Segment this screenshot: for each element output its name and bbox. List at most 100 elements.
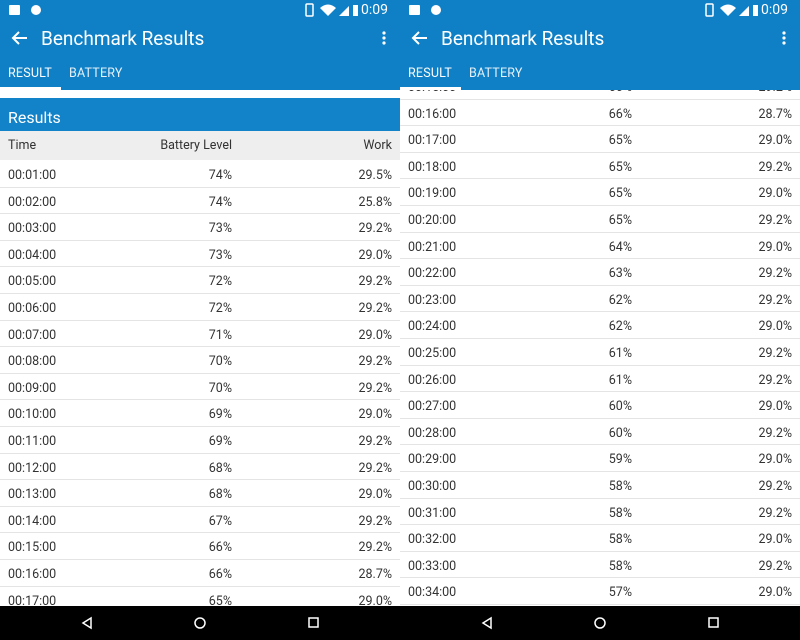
table-row: 00:16:00 66% 28.7% — [0, 560, 400, 587]
table-cell: 29.2% — [758, 159, 792, 175]
table-cell: 29.2% — [758, 505, 792, 521]
table-cell: 66% — [208, 540, 232, 556]
app-bar: 0:09 Benchmark Results RESULT BATTERY — [400, 0, 800, 90]
table-cell: 28.7% — [758, 106, 792, 122]
tab[interactable]: RESULT — [408, 66, 453, 81]
table-cell: 00:02:00 — [8, 194, 57, 210]
table-cell: 73% — [208, 221, 232, 237]
table-row: 00:24:00 62% 29.0% — [400, 312, 800, 339]
table-cell: 71% — [208, 327, 232, 343]
table-cell: 00:25:00 — [408, 346, 457, 361]
table-cell: 00:01:00 — [8, 168, 57, 183]
table-cell: 65% — [608, 133, 632, 149]
table-cell: 68% — [208, 487, 232, 503]
table-cell: 29.0% — [758, 186, 792, 202]
table-row: 00:16:00 66% 28.7% — [400, 100, 800, 127]
table-row: 00:01:00 74% 29.5% — [0, 161, 400, 188]
back-button[interactable] — [11, 30, 29, 46]
app-bar: 0:09 Benchmark Results RESULT BATTERY — [0, 0, 400, 90]
menu-button[interactable] — [381, 30, 387, 46]
app-title: Benchmark Results — [41, 27, 205, 50]
table-row: 00:09:00 70% 29.2% — [0, 374, 400, 401]
table-cell: 00:15:00 — [8, 540, 57, 556]
table-cell: 00:07:00 — [8, 327, 57, 343]
table-row: 00:17:00 65% 29.0% — [0, 587, 400, 606]
table-cell: 00:21:00 — [408, 239, 457, 255]
table-cell: 00:28:00 — [408, 425, 457, 441]
table-cell: 69% — [208, 434, 232, 449]
table-cell: 58% — [608, 558, 632, 574]
table-cell: 65% — [208, 593, 232, 606]
table-row: 00:25:00 61% 29.2% — [400, 339, 800, 366]
table-row: 00:20:00 65% 29.2% — [400, 206, 800, 233]
table-cell: 29.0% — [358, 593, 392, 606]
table-cell: 65% — [608, 186, 632, 202]
table-cell: 00:29:00 — [408, 452, 457, 468]
table-cell: 70% — [208, 380, 232, 396]
table-cell: 73% — [208, 247, 232, 263]
table-cell: 00:09:00 — [8, 380, 57, 396]
table-cell: 66% — [609, 90, 632, 95]
table-row: 00:31:00 58% 29.2% — [400, 499, 800, 526]
table-row: 00:08:00 70% 29.2% — [0, 347, 400, 374]
table-row: 00:19:00 65% 29.0% — [400, 179, 800, 206]
table-cell: 60% — [608, 399, 632, 415]
table-cell: 61% — [608, 346, 632, 361]
table-cell: 62% — [608, 319, 632, 335]
table-cell: 00:08:00 — [8, 354, 57, 370]
table-cell: 65% — [608, 159, 632, 175]
table-cell: 66% — [208, 567, 232, 582]
back-button[interactable] — [411, 30, 429, 46]
table-cell: 00:31:00 — [408, 505, 457, 521]
table-cell: 00:14:00 — [8, 513, 57, 529]
table-row: 00:21:00 64% 29.0% — [400, 233, 800, 260]
tab[interactable]: BATTERY — [69, 66, 123, 81]
nav-bar — [0, 606, 400, 640]
table-cell: 29.0% — [358, 407, 392, 423]
table-cell: 72% — [208, 274, 232, 290]
table-cell: 00:04:00 — [8, 247, 57, 263]
table-cell: 00:06:00 — [8, 301, 57, 316]
table-row: 00:23:00 62% 29.2% — [400, 286, 800, 313]
tab[interactable]: RESULT — [8, 66, 53, 81]
table-cell: 29.2% — [358, 274, 392, 290]
table-cell: 57% — [608, 585, 632, 601]
table-cell: 29.2% — [358, 460, 392, 476]
table-cell: 00:15:00 — [408, 90, 456, 95]
table-cell: 29.0% — [758, 319, 792, 335]
table-row: 00:06:00 72% 29.2% — [0, 294, 400, 321]
table-cell: 74% — [208, 168, 232, 183]
table-row: 00:27:00 60% 29.0% — [400, 392, 800, 419]
table-cell: 63% — [608, 266, 632, 282]
table-cell: 65% — [608, 213, 632, 228]
table-row: 00:07:00 71% 29.0% — [0, 321, 400, 348]
column-header: Time — [8, 138, 37, 153]
table-row: 00:13:00 68% 29.0% — [0, 480, 400, 507]
table-cell: 29.2% — [358, 540, 392, 556]
tab-indicator — [400, 87, 461, 90]
table-cell: 00:10:00 — [8, 407, 57, 423]
table-row: 00:18:00 65% 29.2% — [400, 153, 800, 180]
table-cell: 29.2% — [758, 213, 792, 228]
table-cell: 00:03:00 — [8, 221, 57, 237]
table-row: 00:10:00 69% 29.0% — [0, 400, 400, 427]
table-cell: 29.0% — [758, 399, 792, 415]
table-row: 00:05:00 72% 29.2% — [0, 267, 400, 294]
table-body: 00:01:00 74% 29.5% 00:02:00 74% 25.8% 00:03:00… — [0, 161, 400, 606]
table-cell: 29.0% — [358, 487, 392, 503]
menu-button[interactable] — [781, 30, 787, 46]
table-cell: 25.8% — [358, 194, 392, 210]
table-cell: 29.0% — [758, 532, 792, 548]
table-cell: 28.7% — [358, 567, 392, 582]
column-header: Work — [363, 138, 392, 153]
table-cell: 29.2% — [358, 513, 392, 529]
table-cell: 70% — [208, 354, 232, 370]
table-row: 00:22:00 63% 29.2% — [400, 259, 800, 286]
table-row: 00:32:00 58% 29.0% — [400, 525, 800, 552]
table-cell: 29.0% — [358, 327, 392, 343]
table-cell: 00:18:00 — [408, 159, 457, 175]
table-cell: 29.2% — [358, 301, 392, 316]
tab[interactable]: BATTERY — [469, 66, 523, 81]
table-cell: 29.2% — [758, 292, 792, 308]
